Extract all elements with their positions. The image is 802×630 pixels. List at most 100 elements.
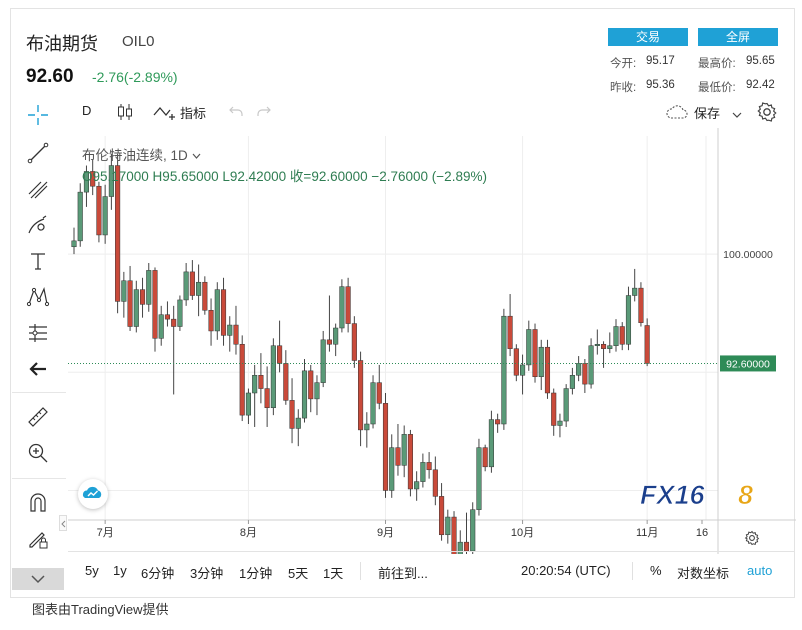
collapse-toolbar-handle[interactable] — [59, 515, 67, 531]
ruler-icon[interactable] — [26, 405, 50, 429]
low-label: 最低价: — [698, 82, 736, 94]
time-axis: 7月 8月 9月 10月 11月 16 — [97, 520, 708, 539]
arrow-back-icon[interactable] — [26, 357, 50, 381]
candle — [563, 384, 569, 427]
candle — [401, 425, 407, 478]
candle-body-up — [557, 420, 563, 426]
last-price-tag — [720, 355, 776, 372]
cloud-icon[interactable] — [665, 103, 689, 121]
candle — [644, 318, 650, 367]
candle-body-up — [196, 281, 202, 296]
candle-body-down — [258, 375, 264, 389]
chevron-down-icon[interactable] — [732, 106, 742, 118]
candle — [121, 271, 127, 318]
position-tool-icon[interactable] — [26, 321, 50, 345]
magnet-icon[interactable] — [26, 491, 50, 515]
candle-body-up — [301, 370, 308, 419]
axis-settings-gear-icon[interactable] — [744, 530, 760, 546]
candle-body-up — [576, 363, 582, 376]
range-6min-button[interactable]: 6分钟 — [141, 566, 175, 581]
goto-date-button[interactable]: 前往到... — [378, 566, 428, 581]
candle — [513, 344, 519, 382]
candle-body-down — [513, 348, 519, 376]
price-axis-label: 100.00000 — [723, 249, 773, 261]
log-scale-button[interactable]: 对数坐标 — [677, 566, 730, 581]
clock-timezone[interactable]: 20:20:54 (UTC) — [521, 563, 611, 578]
settings-gear-icon[interactable] — [756, 101, 778, 123]
candle — [482, 444, 488, 472]
candle — [196, 264, 202, 317]
candle-body-down — [376, 382, 382, 404]
chevron-down-icon[interactable] — [192, 153, 201, 160]
candle-body-up — [314, 382, 320, 400]
candle-body-up — [320, 339, 326, 383]
tradingview-badge[interactable] — [78, 479, 108, 509]
candle-body-down — [532, 329, 538, 377]
candle-body-down — [115, 165, 121, 302]
candle-body-up — [83, 171, 90, 193]
candle — [252, 364, 258, 427]
candle-body-down — [382, 403, 389, 491]
candle — [314, 375, 320, 416]
text-tool-icon[interactable] — [26, 249, 50, 273]
candle-body-down — [619, 326, 625, 345]
candle — [382, 392, 389, 498]
undo-icon[interactable] — [228, 104, 244, 118]
candle-body-up — [488, 419, 494, 468]
zoom-in-icon[interactable] — [26, 441, 50, 465]
range-1min-button[interactable]: 1分钟 — [239, 566, 273, 581]
candle-body-up — [476, 447, 482, 510]
series-name: 布伦特油连续, 1D — [82, 148, 188, 163]
candle-body-down — [139, 289, 146, 305]
percent-scale-button[interactable]: % — [650, 563, 662, 578]
time-axis-label: 9月 — [377, 527, 394, 539]
candle — [308, 364, 314, 413]
candle-body-down — [96, 185, 102, 236]
candle-body-up — [245, 392, 251, 416]
save-button[interactable]: 保存 — [694, 106, 721, 121]
candle-body-down — [277, 345, 283, 364]
trend-line-tool-icon[interactable] — [26, 141, 50, 165]
candle-body-up — [613, 326, 619, 346]
candle — [245, 388, 251, 424]
pattern-tool-icon[interactable] — [26, 285, 50, 309]
candle — [283, 350, 289, 405]
svg-text:8: 8 — [738, 480, 753, 508]
candle-body-up — [108, 165, 114, 197]
fib-tool-icon[interactable] — [26, 177, 50, 201]
candles-style-icon[interactable] — [116, 102, 134, 122]
fullscreen-button[interactable]: 全屏 — [698, 28, 778, 46]
candle-body-down — [644, 325, 650, 364]
interval-button[interactable]: D — [82, 103, 92, 118]
auto-scale-button[interactable]: auto — [747, 563, 773, 578]
crosshair-icon[interactable] — [26, 103, 50, 127]
candle — [333, 323, 339, 357]
candlestick-chart[interactable]: 92.60000 100.00000 7月 8月 9月 10月 11月 16 — [68, 128, 796, 554]
hide-toolbar-button[interactable] — [12, 568, 64, 590]
candle-body-down — [208, 310, 214, 332]
range-1y-button[interactable]: 1y — [113, 563, 127, 578]
candle-body-up — [520, 364, 526, 376]
candle — [258, 353, 264, 404]
range-5y-button[interactable]: 5y — [85, 563, 99, 578]
candle-body-up — [133, 289, 139, 327]
time-axis-label: 8月 — [240, 527, 257, 539]
candle — [488, 410, 494, 473]
range-5d-button[interactable]: 5天 — [288, 566, 309, 581]
range-3min-button[interactable]: 3分钟 — [190, 566, 224, 581]
candle — [358, 351, 364, 447]
brush-tool-icon[interactable] — [26, 213, 50, 237]
candle — [102, 184, 108, 244]
trade-button[interactable]: 交易 — [608, 28, 688, 46]
candle — [532, 323, 538, 383]
indicators-icon[interactable] — [152, 102, 178, 122]
candle — [376, 364, 382, 410]
redo-icon[interactable] — [256, 104, 272, 118]
indicators-button[interactable]: 指标 — [180, 106, 207, 121]
candle-body-up — [470, 509, 476, 552]
lock-drawings-icon[interactable] — [26, 527, 50, 551]
candle-body-up — [227, 324, 233, 336]
series-legend[interactable]: 布伦特油连续, 1D — [82, 144, 201, 164]
candle-body-down — [264, 388, 270, 409]
range-1d-button[interactable]: 1天 — [323, 566, 344, 581]
